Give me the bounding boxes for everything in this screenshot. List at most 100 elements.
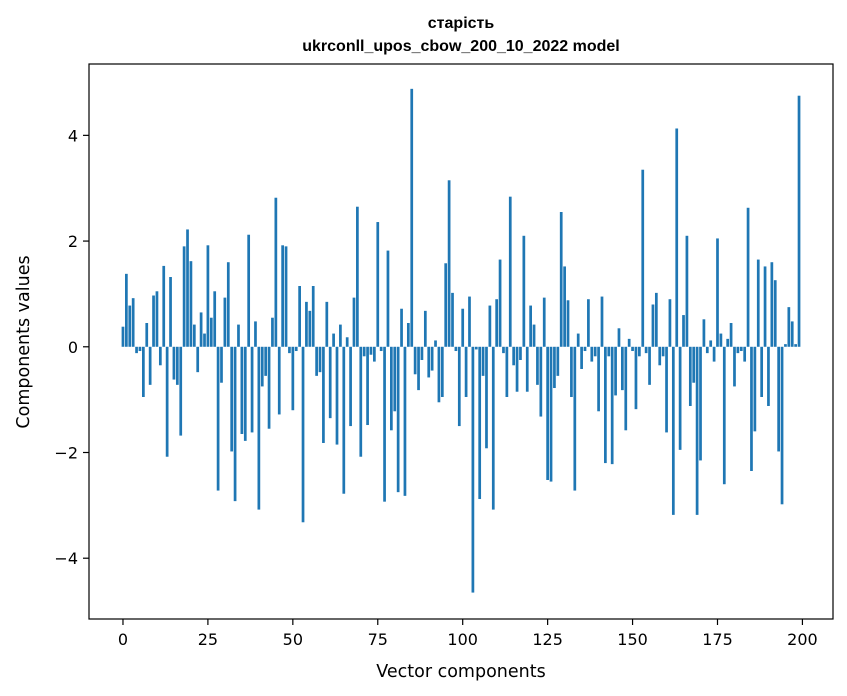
bar	[797, 95, 801, 347]
bar	[376, 222, 380, 347]
bar	[610, 346, 614, 465]
bar	[685, 235, 689, 347]
bar	[593, 346, 597, 357]
bar	[508, 196, 512, 347]
bar	[621, 346, 624, 391]
bar	[750, 346, 753, 471]
bar	[369, 346, 373, 355]
bar	[260, 346, 264, 387]
bar	[240, 346, 244, 434]
bar	[512, 346, 516, 366]
x-tick-label: 200	[787, 630, 818, 649]
bar	[705, 346, 709, 354]
bar	[155, 291, 159, 347]
bar	[410, 88, 414, 347]
bar	[128, 305, 132, 347]
bar	[339, 324, 342, 347]
bars-group	[121, 88, 801, 593]
bar	[182, 246, 186, 347]
bar	[522, 235, 526, 347]
bar	[712, 346, 716, 362]
bar	[464, 346, 468, 397]
bar	[345, 337, 349, 347]
bar	[427, 346, 431, 378]
bar	[291, 346, 295, 411]
y-tick-label: 4	[68, 126, 78, 145]
x-axis-label: Vector components	[376, 662, 545, 682]
bar	[420, 346, 424, 360]
bar	[576, 333, 580, 347]
bar	[654, 292, 658, 347]
bar	[223, 297, 227, 347]
bar	[373, 346, 376, 362]
bar	[495, 299, 499, 347]
bar	[597, 346, 600, 412]
chart-subtitle: ukrconll_upos_cbow_200_10_2022 model	[302, 38, 619, 55]
bar	[773, 280, 777, 347]
bar	[179, 346, 183, 436]
bar	[553, 346, 556, 389]
bar	[444, 263, 448, 347]
bar	[145, 323, 149, 347]
bar	[393, 346, 397, 412]
bar	[746, 207, 750, 347]
bar	[311, 286, 315, 347]
bar	[767, 346, 770, 406]
bar	[485, 346, 488, 449]
bar	[536, 346, 539, 385]
bar	[162, 265, 166, 347]
bar	[583, 346, 587, 352]
bar	[627, 338, 631, 347]
bar	[213, 291, 217, 347]
bar	[165, 346, 169, 457]
bar	[192, 324, 196, 347]
bar	[661, 346, 665, 357]
bar	[390, 346, 393, 431]
bar	[566, 300, 570, 347]
bar	[624, 346, 628, 431]
bar	[189, 261, 193, 347]
bar	[349, 346, 352, 427]
bar	[301, 346, 305, 523]
bar	[216, 346, 220, 491]
bar	[362, 346, 366, 357]
bar	[607, 346, 611, 357]
bar	[356, 206, 359, 347]
bar	[491, 346, 495, 510]
bar	[502, 346, 505, 354]
bar	[199, 312, 203, 347]
y-tick-label: −4	[54, 549, 78, 568]
bar	[288, 346, 291, 354]
bar	[617, 328, 621, 347]
bar	[556, 346, 560, 376]
bar	[305, 301, 308, 347]
x-tick-label: 75	[368, 630, 388, 649]
bar	[787, 307, 791, 347]
bar	[366, 346, 369, 426]
bar	[726, 338, 730, 347]
bar	[478, 346, 482, 500]
bar	[739, 346, 743, 352]
bar	[729, 323, 733, 347]
bar	[688, 346, 692, 406]
bar	[699, 346, 702, 461]
bar	[671, 346, 675, 515]
bar	[468, 296, 471, 347]
x-tick-label: 150	[617, 630, 648, 649]
plot-frame	[88, 63, 834, 620]
bar	[549, 346, 553, 482]
bar	[682, 315, 685, 347]
bar	[590, 346, 594, 362]
bar	[237, 324, 240, 347]
bar	[638, 346, 641, 357]
bar	[169, 277, 172, 347]
bar	[763, 266, 767, 347]
bar	[298, 286, 301, 347]
bar	[175, 346, 179, 385]
bar	[332, 333, 335, 347]
bar	[277, 346, 281, 415]
bar	[220, 346, 223, 383]
bar	[434, 340, 437, 347]
bar	[498, 259, 502, 347]
